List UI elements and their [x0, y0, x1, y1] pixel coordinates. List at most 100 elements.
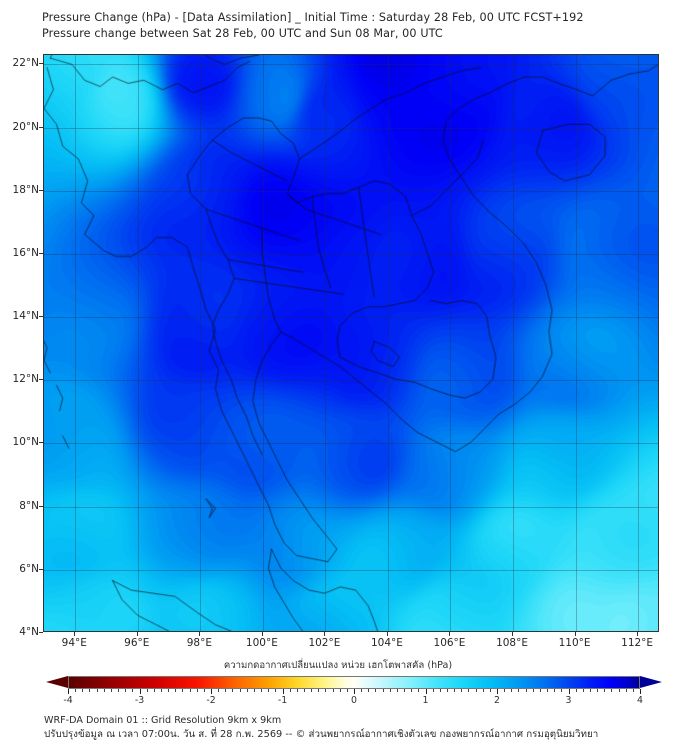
y-tick [39, 442, 43, 444]
y-tick-label: 14°N [12, 310, 39, 323]
colorbar[interactable]: -4 -3 -2 -1 0 1 2 3 4 [46, 676, 662, 706]
colorbar-minor-tick [225, 689, 227, 692]
colorbar-minor-tick [318, 689, 320, 692]
y-tick [39, 63, 43, 65]
colorbar-extend-high-icon [640, 676, 662, 688]
gridline-vertical [137, 55, 139, 631]
chart-title-block: Pressure Change (hPa) - [Data Assimilati… [42, 10, 662, 42]
y-tick [39, 568, 43, 570]
colorbar-minor-tick [268, 689, 270, 692]
colorbar-minor-tick [539, 689, 541, 692]
colorbar-minor-tick [89, 689, 91, 692]
colorbar-minor-tick [525, 689, 527, 692]
map-plot-area[interactable] [43, 54, 659, 632]
gridline-horizontal [44, 443, 658, 445]
colorbar-minor-tick [232, 689, 234, 692]
colorbar-minor-tick [418, 689, 420, 692]
colorbar-minor-tick [103, 689, 105, 692]
gridline-horizontal [44, 569, 658, 571]
y-tick [39, 379, 43, 381]
colorbar-minor-tick [168, 689, 170, 692]
x-tick [74, 632, 76, 636]
colorbar-minor-tick [589, 689, 591, 692]
x-tick-label: 100°E [245, 637, 278, 649]
colorbar-minor-tick [504, 689, 506, 692]
footer-block: WRF-DA Domain 01 :: Grid Resolution 9km … [44, 714, 668, 742]
colorbar-minor-tick [532, 689, 534, 692]
gridline-horizontal [44, 64, 658, 66]
y-tick-label: 18°N [12, 183, 39, 196]
y-tick-label: 10°N [12, 436, 39, 449]
colorbar-minor-tick [439, 689, 441, 692]
gridline-horizontal [44, 380, 658, 382]
colorbar-minor-tick [296, 689, 298, 692]
colorbar-major-tick [139, 689, 141, 694]
gridline-vertical [200, 55, 202, 631]
colorbar-minor-tick [332, 689, 334, 692]
colorbar-minor-tick [339, 689, 341, 692]
colorbar-minor-tick [239, 689, 241, 692]
colorbar-minor-tick [518, 689, 520, 692]
colorbar-tick-label: 1 [422, 695, 429, 706]
colorbar-minor-tick [597, 689, 599, 692]
colorbar-minor-tick [132, 689, 134, 692]
colorbar-minor-tick [246, 689, 248, 692]
colorbar-tick-label: -2 [206, 695, 216, 706]
x-tick [324, 632, 326, 636]
y-tick-label: 6°N [19, 562, 39, 575]
colorbar-minor-tick [604, 689, 606, 692]
colorbar-minor-tick [461, 689, 463, 692]
y-tick [39, 316, 43, 318]
colorbar-major-tick [211, 689, 212, 694]
colorbar-minor-tick [554, 689, 556, 692]
colorbar-minor-tick [547, 689, 549, 692]
x-tick [261, 632, 263, 636]
pressure-change-heatmap [44, 55, 658, 631]
gridline-vertical [325, 55, 327, 631]
gridline-vertical [450, 55, 452, 631]
x-tick-label: 110°E [558, 637, 591, 649]
colorbar-minor-tick [253, 689, 255, 692]
colorbar-minor-tick [432, 689, 434, 692]
x-tick-label: 96°E [124, 637, 150, 649]
colorbar-minor-tick [446, 689, 448, 692]
x-tick-label: 94°E [61, 637, 87, 649]
colorbar-title: ความกดอากาศเปลี่ยนแปลง หน่วย เฮกโตพาสคัล… [223, 660, 453, 671]
colorbar-minor-tick [475, 689, 477, 692]
colorbar-tick-label: 2 [494, 695, 500, 706]
colorbar-minor-tick [82, 689, 84, 692]
colorbar-minor-tick [146, 689, 148, 692]
colorbar-minor-tick [582, 689, 584, 692]
colorbar-minor-tick [182, 689, 184, 692]
colorbar-major-tick [568, 689, 570, 694]
footer-attribution: ปรับปรุงข้อมูล ณ เวลา 07:00น. วัน ส. ที่… [44, 729, 599, 740]
footer-model-info: WRF-DA Domain 01 :: Grid Resolution 9km … [44, 715, 282, 726]
y-tick [39, 126, 43, 128]
gridline-horizontal [44, 127, 658, 129]
colorbar-minor-tick [632, 689, 634, 692]
colorbar-tick-label: 4 [637, 695, 643, 706]
colorbar-minor-tick [468, 689, 470, 692]
gridline-vertical [638, 55, 640, 631]
colorbar-tick-label: -3 [134, 695, 145, 706]
chart-title-secondary: Pressure change between Sat 28 Feb, 00 U… [42, 27, 443, 40]
colorbar-block: ความกดอากาศเปลี่ยนแปลง หน่วย เฮกโตพาสคัล… [0, 658, 676, 706]
colorbar-minor-tick [261, 689, 263, 692]
gridline-horizontal [44, 190, 658, 192]
colorbar-minor-tick [375, 689, 377, 692]
colorbar-major-tick [640, 689, 641, 694]
colorbar-minor-tick [118, 689, 120, 692]
y-tick-label: 8°N [19, 499, 39, 512]
gridline-vertical [513, 55, 515, 631]
x-tick [199, 632, 201, 636]
colorbar-minor-tick [110, 689, 112, 692]
colorbar-minor-tick [125, 689, 127, 692]
colorbar-minor-tick [489, 689, 491, 692]
y-tick-label: 12°N [12, 373, 39, 386]
chart-title-primary: Pressure Change (hPa) - [Data Assimilati… [42, 11, 584, 24]
y-tick-label: 16°N [12, 246, 39, 259]
colorbar-gradient [68, 676, 640, 689]
y-tick-label: 20°N [12, 120, 39, 133]
gridline-vertical [387, 55, 389, 631]
y-tick [39, 632, 43, 633]
